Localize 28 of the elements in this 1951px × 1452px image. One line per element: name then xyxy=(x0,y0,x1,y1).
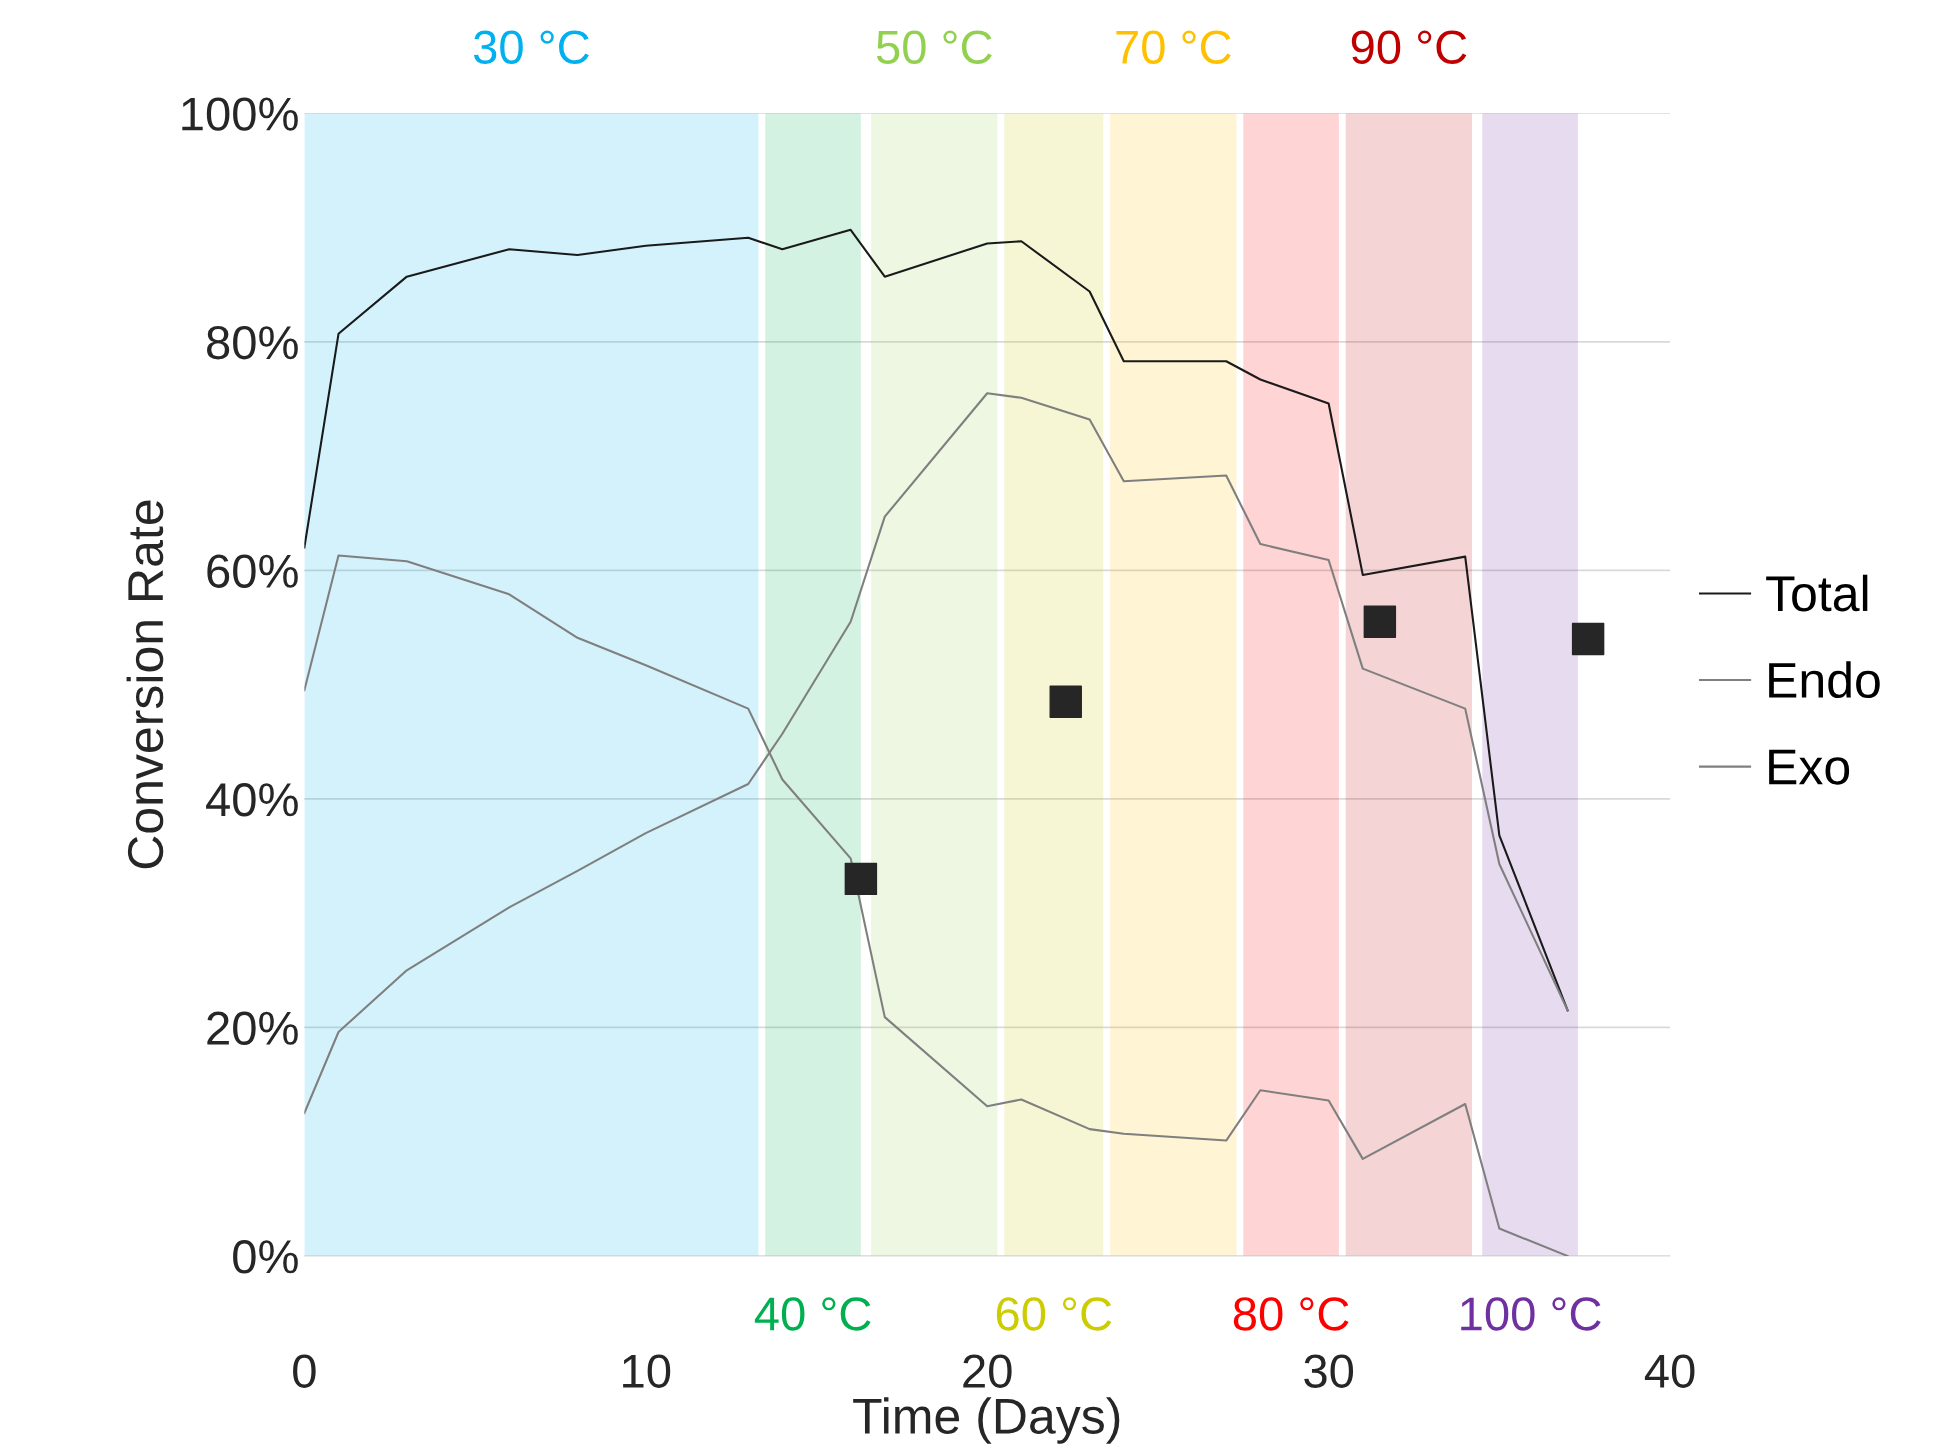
point xyxy=(844,862,878,896)
x-tick-label: 10 xyxy=(623,1354,671,1388)
legend-label: Total xyxy=(1766,574,1868,612)
x-axis-title: Time (Days) xyxy=(853,1397,1120,1444)
y-tick-label: 20% xyxy=(207,1011,298,1046)
band-label: 30 °C xyxy=(473,30,589,64)
x-tick-label: 0 xyxy=(293,1354,316,1388)
band-label: 60 °C xyxy=(996,1297,1112,1331)
point xyxy=(1049,685,1082,718)
x-tick-label: 20 xyxy=(963,1354,1012,1388)
y-tick-label: 60% xyxy=(207,554,298,588)
point xyxy=(1363,605,1397,638)
y-tick-label: 100% xyxy=(182,97,298,131)
y-tick-label: 80% xyxy=(207,325,298,360)
legend-label: Exo xyxy=(1769,749,1850,785)
y-tick-label: 0% xyxy=(233,1240,298,1274)
band-label: 70 °C xyxy=(1116,30,1231,64)
point xyxy=(1571,622,1605,656)
x-tick-label: 30 xyxy=(1304,1354,1354,1388)
y-tick-label: 40% xyxy=(206,783,298,817)
band-label: 50 °C xyxy=(876,30,992,64)
x-tick-label: 40 xyxy=(1644,1354,1695,1388)
legend-label: Endo xyxy=(1769,661,1880,699)
band-label: 80 °C xyxy=(1233,1297,1349,1331)
y-axis-title: Conversion Rate xyxy=(126,500,164,869)
band-label: 90 °C xyxy=(1351,30,1467,64)
band-label: 100 °C xyxy=(1461,1297,1601,1331)
band-label: 40 °C xyxy=(754,1297,871,1331)
